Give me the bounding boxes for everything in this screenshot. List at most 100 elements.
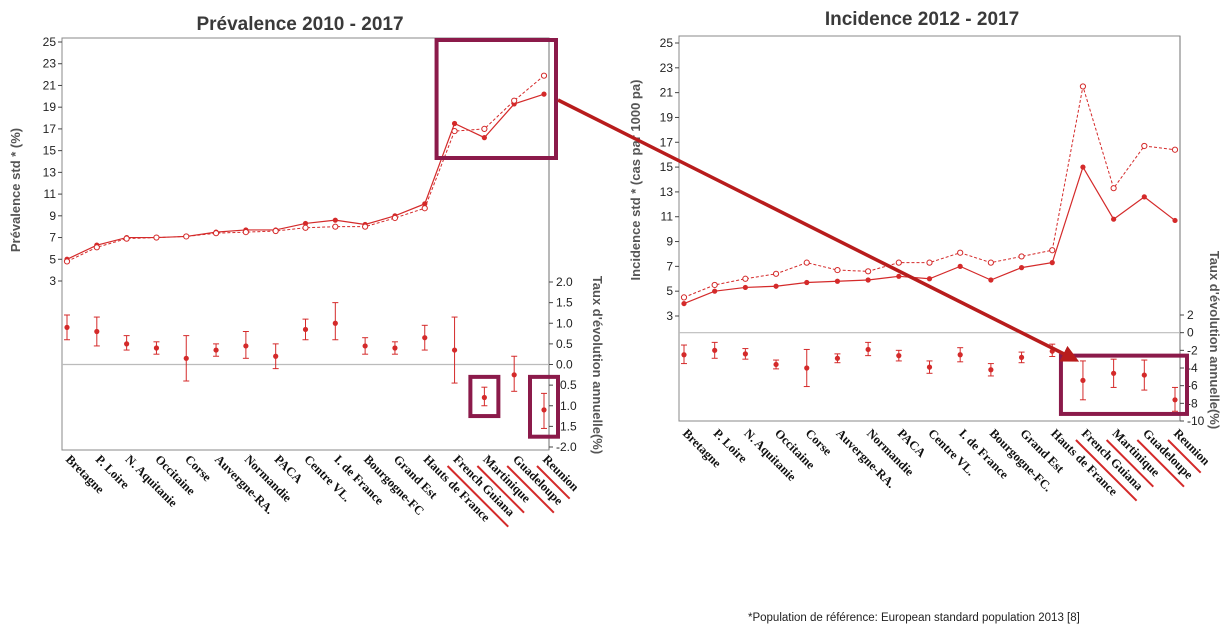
left-axis-label: Prévalence std * (%) (8, 128, 23, 252)
trend-point (153, 345, 160, 351)
solid-series-point (773, 283, 779, 289)
left-tick-label: 21 (43, 78, 57, 92)
right-tick-label: 0.5 (556, 337, 573, 351)
left-tick-label: 13 (43, 165, 57, 179)
trend-point (392, 345, 398, 351)
solid-series-point (451, 120, 458, 127)
category-underline (1167, 439, 1202, 474)
category-underline (476, 465, 525, 514)
dashed-series-point (834, 266, 841, 274)
right-tick-label: -4 (1187, 361, 1198, 375)
trend-point (957, 352, 963, 358)
trend-point (988, 367, 994, 373)
trend-point (926, 364, 933, 370)
trend-point (712, 347, 718, 353)
right-tick-label: -2.0 (556, 440, 577, 454)
trend-point (481, 394, 487, 401)
trend-point (273, 353, 279, 359)
footnote: *Population de référence: European stand… (748, 612, 1080, 624)
dashed-series-point (1018, 253, 1025, 260)
category-underline (536, 465, 571, 500)
dashed-series-point (680, 294, 688, 301)
right-tick-label: -10 (1187, 414, 1205, 428)
left-tick-label: 5 (666, 284, 673, 298)
dashed-series-point (1110, 185, 1117, 192)
dashed-series-point (865, 268, 872, 275)
solid-series-point (332, 217, 338, 223)
solid-series-point (1018, 265, 1025, 271)
dashed-series-point (93, 244, 100, 251)
solid-series-point (834, 278, 841, 284)
solid-series-point (1141, 194, 1147, 200)
left-tick-label: 7 (49, 231, 56, 245)
dashed-series-point (481, 125, 488, 133)
dashed-series-point (421, 205, 428, 212)
trend-point (511, 372, 517, 378)
trend-point (213, 347, 219, 353)
solid-series-point (1080, 164, 1086, 170)
dashed-series-point (183, 233, 190, 240)
dashed-series-line (683, 86, 1176, 298)
left-tick-label: 3 (666, 309, 673, 323)
dashed-series-point (1049, 247, 1056, 254)
dashed-series-point (391, 214, 399, 222)
right-tick-label: -2 (1187, 343, 1198, 357)
left-tick-label: 17 (43, 122, 57, 136)
solid-series-point (804, 279, 810, 286)
left-tick-label: 19 (660, 110, 674, 124)
left-tick-label: 21 (660, 86, 674, 100)
left-tick-label: 19 (43, 100, 57, 114)
dashed-series-point (926, 259, 933, 266)
left-tick-label: 3 (49, 274, 56, 288)
dashed-series-point (987, 259, 994, 266)
prevalence-panel: Prévalence 2010 - 2017 25 23 21 19 17 15 13 11 9 7… (8, 14, 605, 528)
trend-point (332, 320, 338, 326)
connector-arrow (557, 98, 1080, 362)
trend-point (896, 353, 902, 359)
left-tick-label: 13 (660, 185, 674, 199)
trend-point (1080, 377, 1086, 383)
right-tick-label: -1.0 (556, 399, 577, 413)
trend-point (1172, 397, 1178, 403)
solid-series-point (988, 277, 994, 283)
right-tick-label: -0.5 (556, 378, 577, 392)
solid-series-point (926, 276, 933, 282)
right-tick-label: -6 (1187, 379, 1198, 393)
trend-point (422, 335, 428, 341)
dashed-series-point (123, 235, 130, 242)
solid-series-point (742, 284, 748, 291)
trend-point (865, 346, 871, 353)
solid-series-point (422, 201, 428, 207)
left-tick-label: 23 (43, 57, 57, 71)
category-underline (446, 465, 509, 528)
trend-point (742, 351, 748, 357)
dashed-series-point (1079, 83, 1087, 90)
trend-point (64, 324, 70, 330)
solid-series-point (1111, 216, 1117, 222)
category-underline (506, 465, 555, 514)
left-tick-label: 25 (43, 35, 57, 49)
right-tick-label: 1.5 (556, 296, 573, 310)
solid-series-line (66, 93, 545, 260)
category-underline (1136, 439, 1185, 488)
incidence-panel: Incidence 2012 - 20172523211917151311975… (628, 9, 1222, 502)
chart-title: Incidence 2012 - 2017 (825, 9, 1019, 30)
dashed-series-point (1141, 142, 1148, 150)
trend-point (302, 326, 309, 333)
trend-point (541, 407, 547, 413)
trend-point (124, 341, 130, 347)
trend-point (1111, 370, 1117, 376)
highlight-boxes (434, 38, 1189, 439)
solid-series-point (712, 288, 718, 294)
right-tick-label: 1.0 (556, 316, 573, 330)
right-axis-label: Taux d'évolution annuelle(%) (590, 276, 605, 454)
dashed-series-line (66, 75, 545, 262)
dashed-series-point (957, 249, 964, 256)
solid-series-point (481, 135, 487, 141)
dashed-series-point (772, 270, 780, 277)
trend-point (183, 355, 189, 361)
dashed-series-point (511, 97, 518, 104)
solid-series-point (865, 277, 871, 283)
solid-series-point (541, 91, 547, 97)
trend-point (1141, 372, 1147, 378)
